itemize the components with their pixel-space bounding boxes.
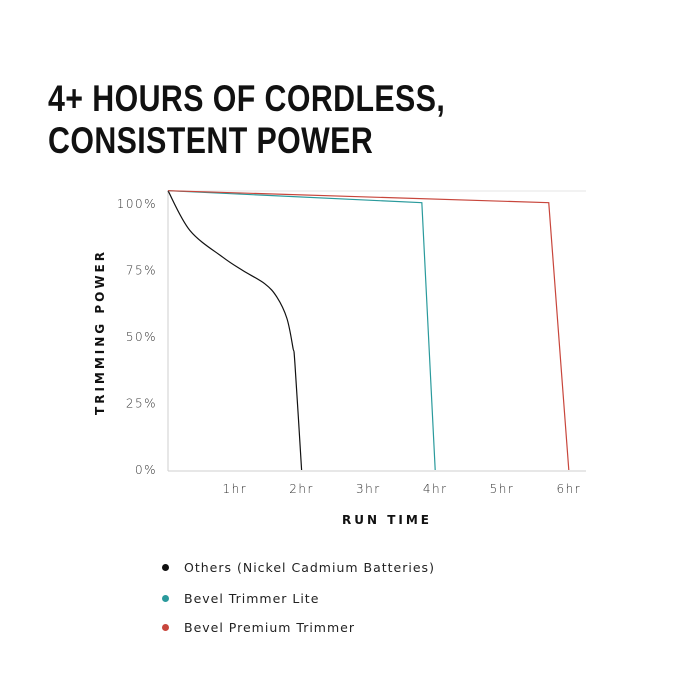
y-tick-label: 100% [117, 197, 157, 211]
y-tick-label: 25% [126, 397, 157, 411]
x-tick-label: 3hr [356, 482, 381, 496]
series-line-3 [167, 190, 570, 471]
legend-dot-icon [162, 624, 169, 631]
page-title: 4+ HOURS OF CORDLESS, CONSISTENT POWER [48, 78, 445, 162]
x-tick-label: 2hr [289, 482, 314, 496]
legend-item-others: Others (Nickel Cadmium Batteries) [162, 560, 435, 575]
y-tick-label: 50% [126, 330, 157, 344]
title-line-2: CONSISTENT POWER [48, 120, 374, 161]
x-axis-label: RUN TIME [342, 513, 432, 527]
legend-label: Bevel Premium Trimmer [184, 620, 355, 635]
series-line-2 [167, 190, 436, 471]
legend-label: Bevel Trimmer Lite [184, 591, 320, 606]
legend-label: Others (Nickel Cadmium Batteries) [184, 560, 435, 575]
x-tick-label: 5hr [490, 482, 515, 496]
y-tick-label: 75% [126, 264, 157, 278]
x-tick-label: 6hr [556, 482, 581, 496]
series-line-1 [167, 190, 303, 471]
x-tick-label: 4hr [423, 482, 448, 496]
x-tick-label: 1hr [222, 482, 247, 496]
legend-item-lite: Bevel Trimmer Lite [162, 591, 319, 606]
y-axis-label: TRIMMING POWER [93, 249, 107, 415]
legend-dot-icon [162, 564, 169, 571]
title-line-1: 4+ HOURS OF CORDLESS, [48, 78, 446, 119]
legend-dot-icon [162, 595, 169, 602]
y-tick-label: 0% [135, 463, 157, 477]
legend-item-premium: Bevel Premium Trimmer [162, 620, 355, 635]
